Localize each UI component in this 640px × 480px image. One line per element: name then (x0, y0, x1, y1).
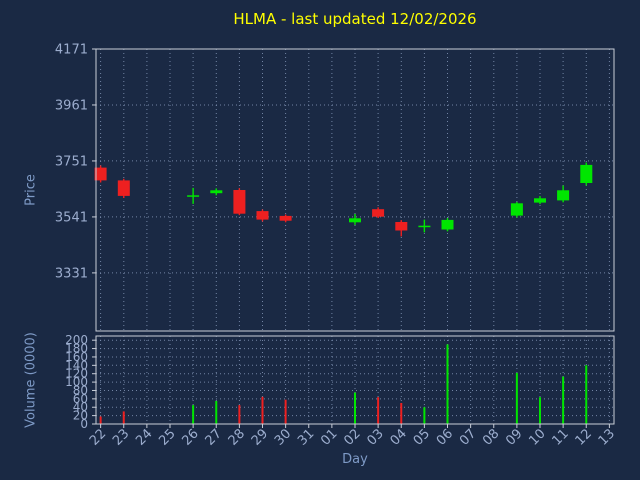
candle-body (187, 195, 200, 197)
day-tick-label: 12 (573, 426, 595, 448)
price-tick-label: 3331 (55, 266, 88, 281)
chart-title: HLMA - last updated 12/02/2026 (233, 10, 477, 28)
volume-tick-label: 0 (80, 417, 88, 431)
candle-body (510, 203, 523, 216)
volume-tick-label: 200 (65, 333, 88, 347)
candle-body (441, 219, 454, 230)
volume-tick-label: 120 (65, 367, 88, 381)
price-tick-label: 3541 (55, 210, 88, 225)
volume-tick-label: 60 (73, 392, 88, 406)
day-tick-label: 04 (388, 426, 410, 448)
day-tick-label: 27 (203, 426, 225, 448)
day-tick-label: 30 (272, 426, 294, 448)
day-tick-label: 10 (526, 426, 548, 448)
candle-body (418, 225, 431, 228)
volume-tick-label: 20 (73, 409, 88, 423)
candle-body (94, 167, 107, 181)
price-tick-label: 3961 (55, 99, 88, 114)
day-tick-label: 13 (596, 426, 618, 448)
volume-tick-label: 180 (65, 342, 88, 356)
candle-body (233, 190, 246, 214)
candle-body (395, 222, 408, 231)
day-tick-label: 08 (480, 426, 502, 448)
candle-body (580, 164, 593, 183)
volume-tick-label: 80 (73, 384, 88, 398)
day-tick-label: 01 (318, 426, 340, 448)
x-axis-label: Day (342, 452, 368, 467)
candle-body (210, 190, 223, 194)
volume-bars (99, 344, 588, 424)
candle-body (349, 218, 361, 223)
candle-body (256, 211, 269, 220)
gridlines (96, 48, 614, 425)
candle-body (372, 209, 385, 217)
day-tick-label: 26 (179, 426, 201, 448)
candle-body (557, 190, 570, 201)
tick-labels: 4171396137513541333120018016014012010080… (55, 43, 618, 449)
day-tick-label: 06 (434, 426, 456, 448)
price-tick-label: 4171 (55, 43, 88, 58)
day-tick-label: 31 (295, 426, 317, 448)
volume-tick-label: 140 (65, 358, 88, 372)
price-axis-label: Price (23, 174, 39, 206)
day-tick-label: 22 (87, 426, 109, 448)
candle-body (279, 215, 292, 221)
day-tick-label: 25 (156, 426, 178, 448)
volume-axis-label: Volume (0000) (23, 332, 39, 428)
day-tick-label: 29 (249, 426, 271, 448)
volume-tick-label: 40 (73, 400, 88, 414)
day-tick-label: 09 (503, 426, 525, 448)
day-tick-label: 24 (133, 426, 155, 448)
day-tick-label: 05 (411, 426, 433, 448)
day-tick-label: 28 (226, 426, 248, 448)
candle-body (534, 198, 546, 203)
volume-tick-label: 160 (65, 350, 88, 364)
candle-body (117, 180, 130, 196)
price-tick-label: 3751 (55, 154, 88, 169)
candles (94, 162, 593, 237)
day-tick-label: 11 (549, 426, 571, 448)
day-tick-label: 02 (341, 426, 363, 448)
day-tick-label: 07 (457, 426, 479, 448)
day-tick-label: 23 (110, 426, 132, 448)
day-tick-label: 03 (364, 426, 386, 448)
volume-tick-label: 100 (65, 375, 88, 389)
